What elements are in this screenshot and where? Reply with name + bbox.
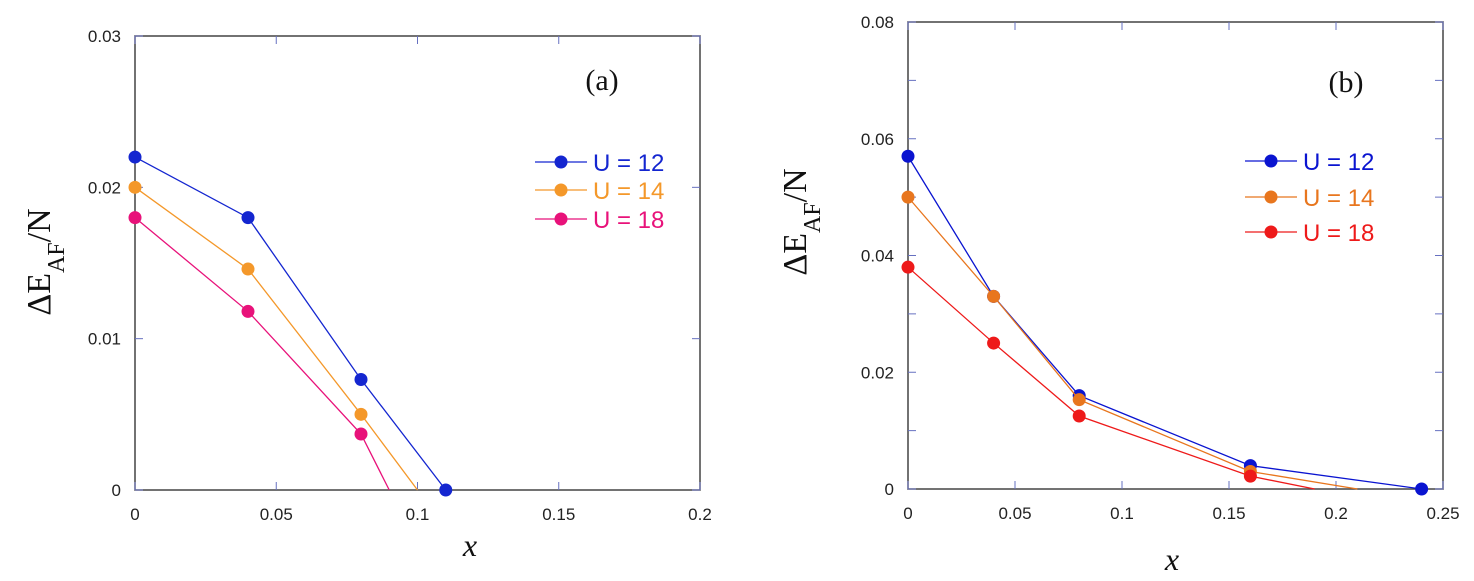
legend-label: U = 18 xyxy=(1303,220,1374,247)
series-u18 xyxy=(901,260,1315,490)
data-point xyxy=(241,262,255,276)
legend-entry: U = 18 xyxy=(535,207,664,234)
legend-label: U = 14 xyxy=(1303,185,1374,212)
panel-label: (b) xyxy=(1329,66,1364,99)
data-point xyxy=(901,190,915,204)
legend-marker xyxy=(1264,154,1278,168)
y-axis-label-main: ΔE xyxy=(21,273,58,316)
x-tick-label: 0.05 xyxy=(260,505,293,524)
series-u18 xyxy=(128,211,390,491)
series-u12 xyxy=(128,150,453,497)
y-tick-label: 0.04 xyxy=(861,247,894,266)
y-tick-label: 0.02 xyxy=(88,178,121,197)
series-line xyxy=(134,186,419,491)
legend-entry: U = 14 xyxy=(1245,185,1374,212)
series-line xyxy=(134,156,447,491)
x-tick-label: 0.25 xyxy=(1426,504,1459,523)
x-tick-label: 0.15 xyxy=(542,505,575,524)
data-point xyxy=(354,427,368,441)
x-tick-label: 0.05 xyxy=(998,504,1031,523)
data-point xyxy=(987,289,1001,303)
legend-label: U = 14 xyxy=(593,178,664,205)
y-axis-label-tail: /N xyxy=(777,168,814,202)
chart-panel-b: 0 0.05 0.1 0.15 0.2 0.25 0 0.02 0.04 0.06 0.08 ΔEAF… xyxy=(777,13,1460,577)
x-tick-label: 0 xyxy=(130,505,139,524)
legend-marker xyxy=(554,212,568,226)
data-point xyxy=(354,407,368,421)
legend-marker xyxy=(554,155,568,169)
y-tick-label: 0.02 xyxy=(861,363,894,382)
y-tick-label: 0.06 xyxy=(861,130,894,149)
data-point xyxy=(901,149,915,163)
y-tick-label: 0 xyxy=(112,481,121,500)
y-axis-label-tail: /N xyxy=(21,208,58,242)
series-line xyxy=(907,196,1358,490)
y-axis-label: ΔEAF/N xyxy=(777,168,826,275)
chart-panel-a: 0 0.05 0.1 0.15 0.2 0 0.01 0.02 0.03 ΔEAF/N x (a) U … xyxy=(21,27,712,563)
data-point xyxy=(128,150,142,164)
series-line xyxy=(134,217,390,491)
data-point xyxy=(987,336,1001,350)
legend-marker xyxy=(1264,190,1278,204)
series-u14 xyxy=(901,190,1358,490)
x-tick-label: 0.1 xyxy=(1110,504,1134,523)
x-tick-label: 0.1 xyxy=(406,505,430,524)
panel-label: (a) xyxy=(585,64,618,97)
data-point xyxy=(1415,482,1429,496)
legend-marker xyxy=(1264,225,1278,239)
legend-marker xyxy=(554,183,568,197)
y-tick-label: 0.03 xyxy=(88,27,121,46)
x-axis-label: x xyxy=(462,527,477,563)
data-point xyxy=(354,373,368,387)
x-axis-label: x xyxy=(1164,541,1179,577)
data-point xyxy=(439,483,453,497)
data-point xyxy=(241,304,255,318)
plot-frame xyxy=(134,35,701,491)
y-axis-label-subscript: AF xyxy=(44,242,70,273)
legend-entry: U = 12 xyxy=(535,150,664,177)
data-point xyxy=(901,260,915,274)
legend-label: U = 12 xyxy=(1303,149,1374,176)
data-point xyxy=(128,211,142,225)
data-point xyxy=(1243,469,1257,483)
x-tick-label: 0 xyxy=(903,504,912,523)
series-u14 xyxy=(128,180,419,491)
y-tick-label: 0.01 xyxy=(88,330,121,349)
legend-label: U = 18 xyxy=(593,207,664,234)
legend-entry: U = 12 xyxy=(1245,149,1374,176)
legend-entry: U = 14 xyxy=(535,178,664,205)
data-point xyxy=(128,180,142,194)
x-tick-label: 0.2 xyxy=(1324,504,1348,523)
y-tick-label: 0 xyxy=(885,480,894,499)
data-point xyxy=(1072,409,1086,423)
x-tick-label: 0.2 xyxy=(688,505,712,524)
y-tick-label: 0.08 xyxy=(861,13,894,32)
series-line xyxy=(907,266,1315,490)
legend-entry: U = 18 xyxy=(1245,220,1374,247)
y-axis-label: ΔEAF/N xyxy=(21,208,70,315)
data-point xyxy=(1072,393,1086,407)
y-axis-label-subscript: AF xyxy=(800,202,826,233)
y-axis-label-main: ΔE xyxy=(777,233,814,276)
data-point xyxy=(241,211,255,225)
legend-label: U = 12 xyxy=(593,150,664,177)
x-tick-label: 0.15 xyxy=(1212,504,1245,523)
